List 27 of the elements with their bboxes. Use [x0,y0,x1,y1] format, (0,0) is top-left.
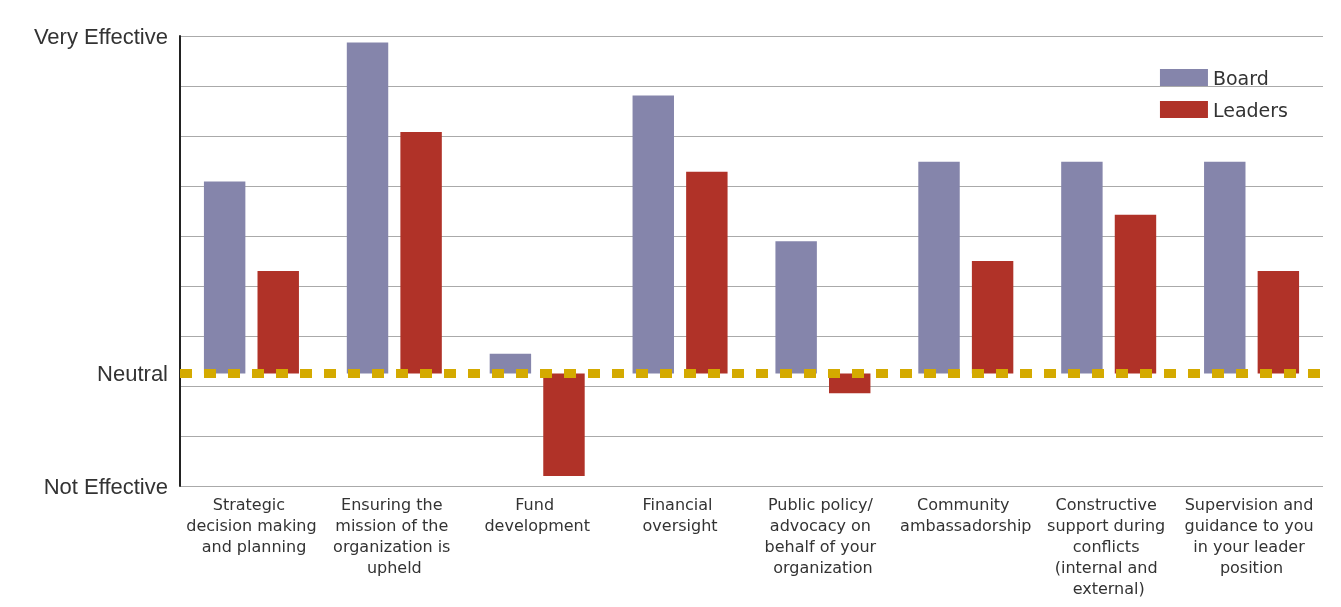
bar [1114,214,1157,374]
bar [1061,161,1103,374]
bar [203,181,246,374]
bar [1257,270,1300,374]
bar [543,373,585,477]
bar [686,171,728,374]
bar [257,270,299,374]
x-tick-label: Strategic decision making and planning [186,495,317,556]
text: Not Effective [43,473,168,499]
x-tick-label: Ensuring the mission of the organization is upheld [333,495,456,577]
x-tick-label: Community ambassadorship [900,495,1032,535]
bar [346,42,389,374]
legend-label: Board [1212,66,1269,89]
x-tick-label: Public policy/ advocacy on behalf of your organization [764,495,882,577]
text: Very Effective [33,23,168,49]
x-tick-label: Supervision and guidance to you in your leader position [1184,495,1319,577]
legend-label: Leaders [1212,98,1288,121]
bar [775,241,817,374]
bar [918,161,960,374]
x-tick-label: Financial oversight [642,495,718,535]
bar [632,95,674,374]
bar [400,131,442,374]
bar [1204,161,1246,374]
x-tick-label: Constructive support during conflicts (internal and external) [1047,495,1171,598]
bar [971,261,1014,374]
x-tick-label: Fund development [484,495,590,535]
text: Neutral [97,361,168,386]
